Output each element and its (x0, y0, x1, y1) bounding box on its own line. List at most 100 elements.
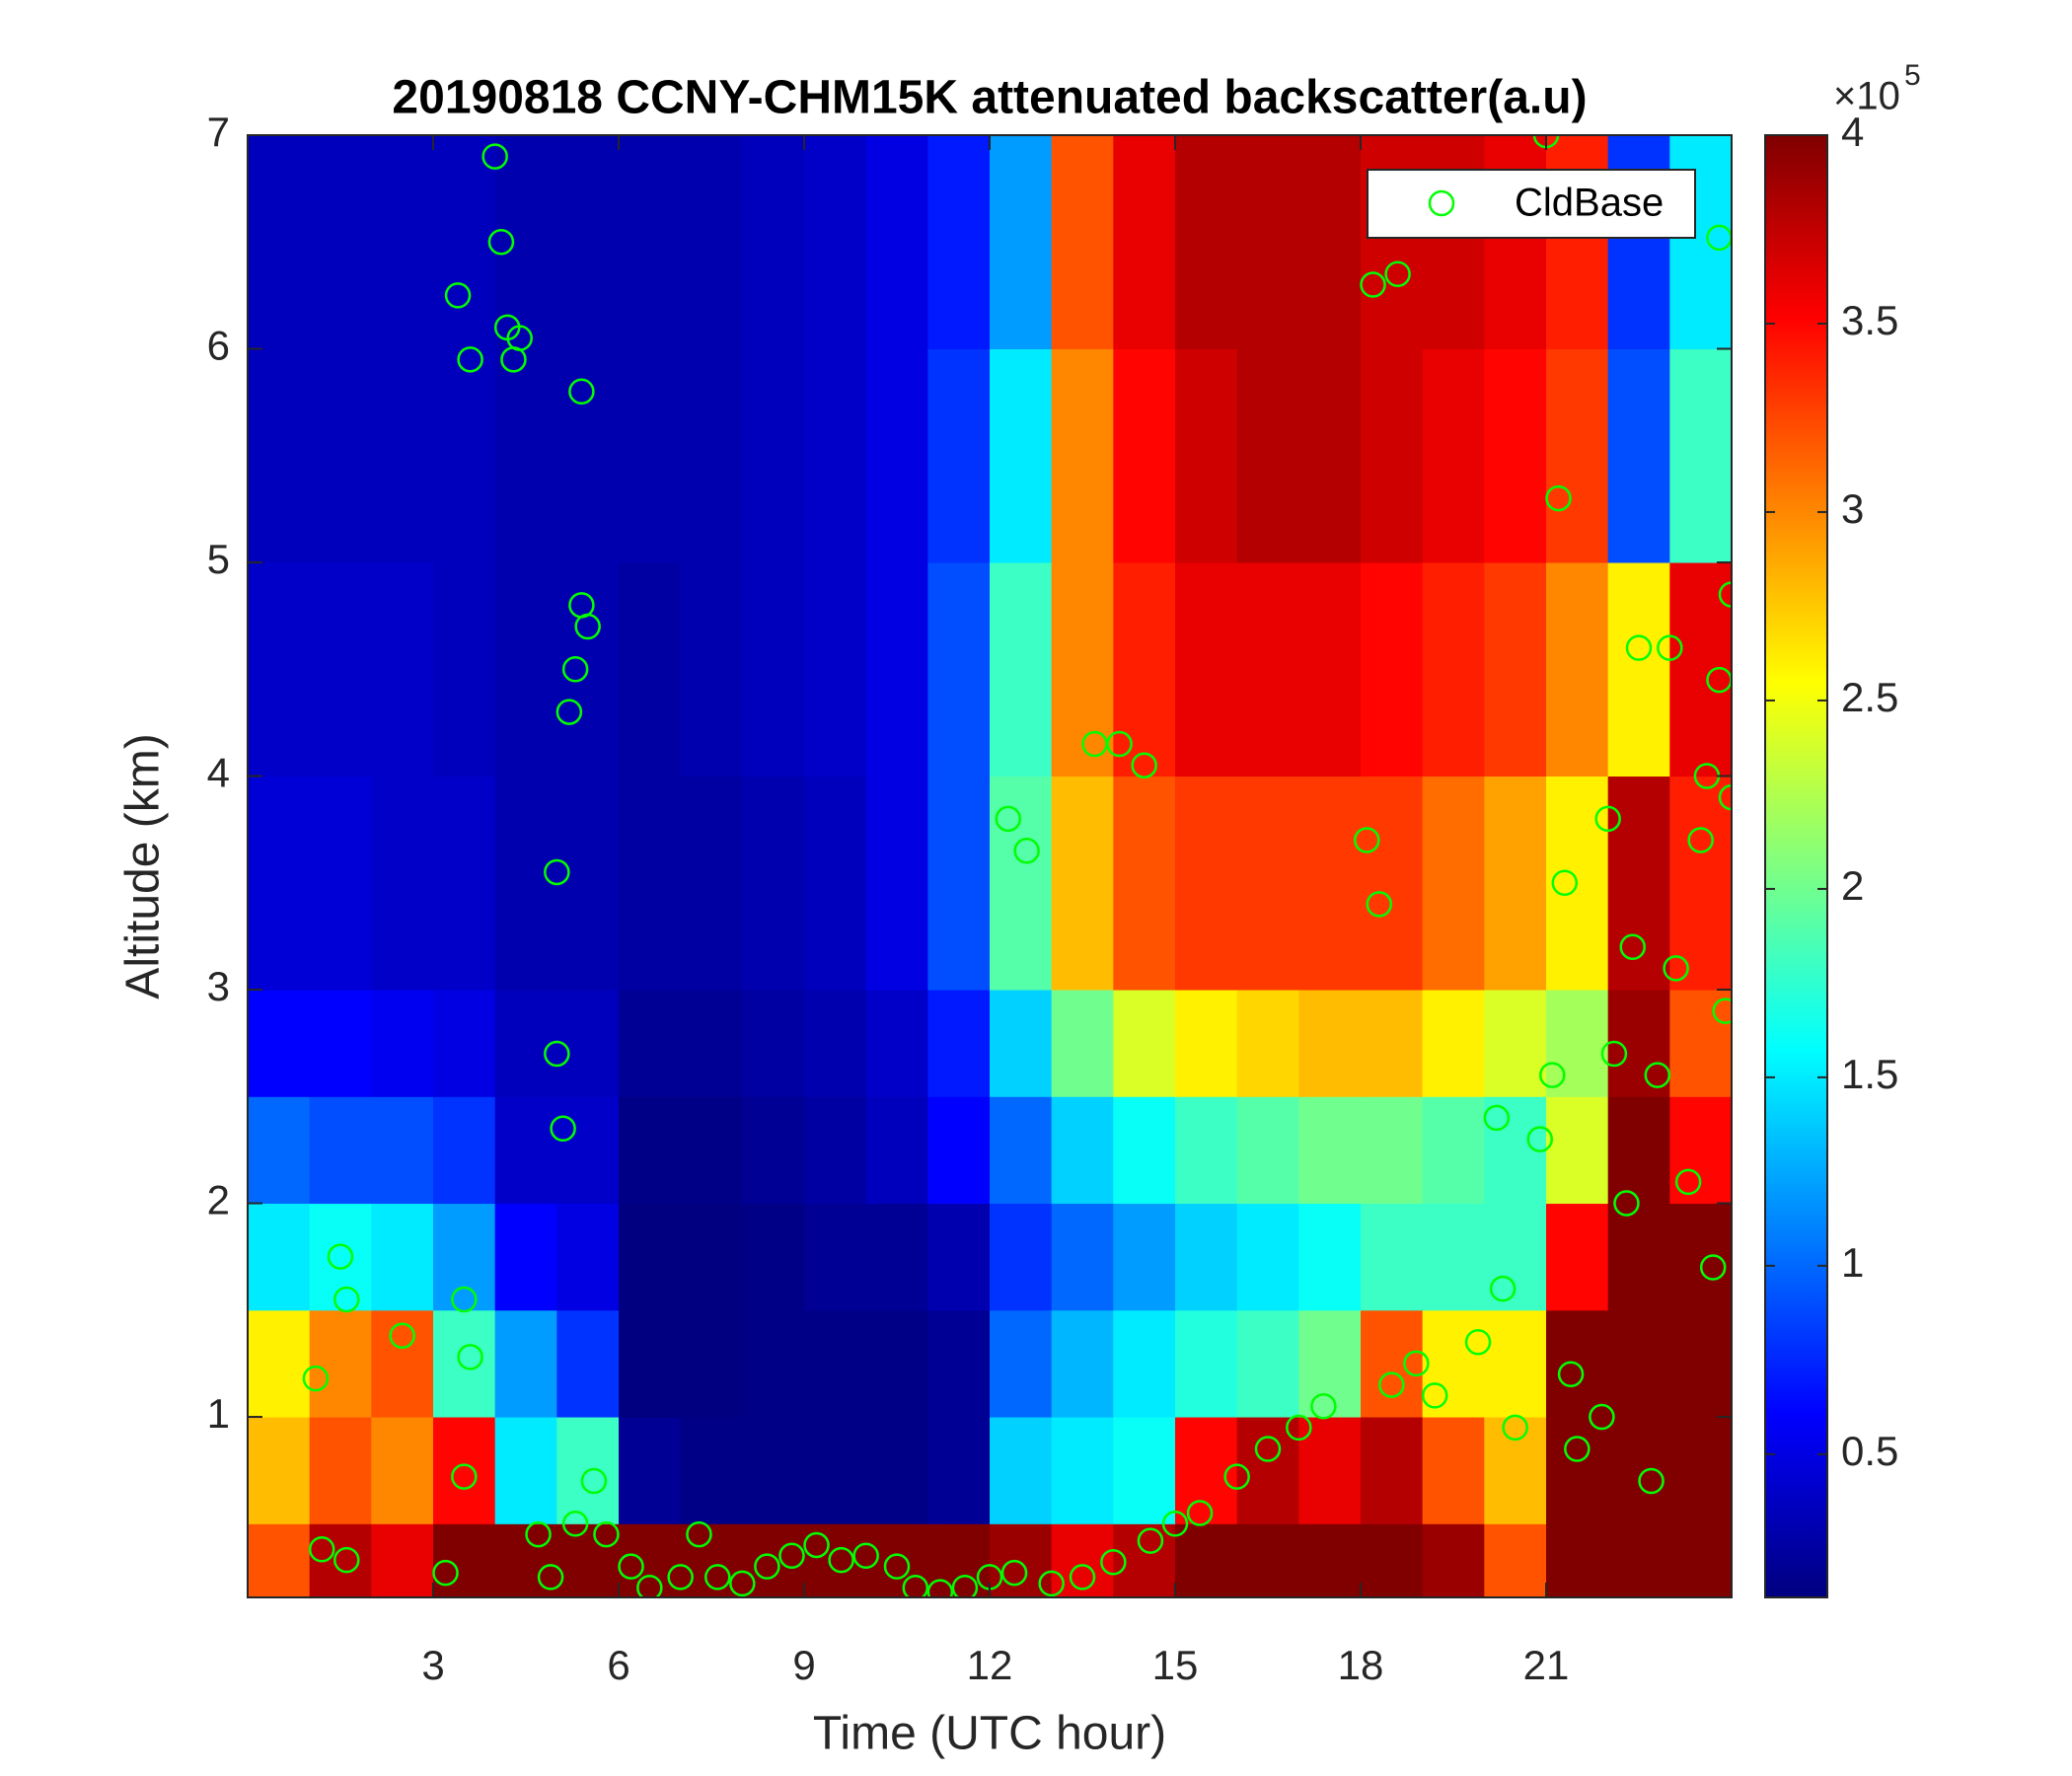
heat-cell (248, 990, 311, 1097)
heat-cell (1361, 1309, 1424, 1418)
heat-cell (309, 135, 372, 350)
heat-cell (990, 990, 1053, 1097)
heat-cell (927, 1309, 991, 1418)
heat-cell (309, 1096, 372, 1205)
heat-cell (1607, 1523, 1670, 1598)
heat-cell (865, 348, 928, 563)
heat-cell (990, 1203, 1053, 1311)
cloud-base-point (1663, 955, 1689, 982)
cloud-base-point (327, 1243, 354, 1270)
heat-cell (309, 990, 372, 1097)
y-tick-label: 1 (207, 1390, 230, 1437)
legend-box (1367, 169, 1696, 239)
heat-cell (742, 348, 805, 563)
heat-cell (680, 1417, 743, 1524)
heat-cell (1236, 776, 1299, 991)
heat-cell (1236, 135, 1299, 350)
cloud-base-point (1619, 933, 1646, 960)
cloud-base-point (1644, 1062, 1671, 1088)
cloud-base-point (754, 1553, 780, 1580)
heat-cell (865, 1203, 928, 1311)
heat-cell (494, 1096, 557, 1205)
heat-cell (865, 1309, 928, 1418)
heat-cell (680, 348, 743, 563)
heat-cell (1051, 776, 1114, 991)
y-tick-label: 7 (207, 109, 230, 155)
heat-cell (371, 348, 434, 563)
cloud-base-point (618, 1553, 644, 1580)
cloud-base-point (1557, 1361, 1585, 1387)
heat-cell (1175, 1096, 1238, 1205)
heat-cell (1113, 562, 1176, 777)
cloud-base-point (561, 656, 589, 683)
y-axis-label: Altitude (km) (117, 733, 170, 999)
heat-cell (248, 1203, 311, 1311)
heat-cell (1051, 1309, 1114, 1418)
cloud-base-point (1718, 581, 1732, 608)
heat-cell (990, 1417, 1053, 1524)
y-tick-label: 6 (207, 323, 230, 369)
colorbar-tick-label: 2 (1841, 862, 1864, 909)
heat-cell (804, 1417, 867, 1524)
heat-cell (1175, 1309, 1238, 1418)
cloud-base-point (302, 1365, 330, 1392)
heat-cell (1175, 990, 1238, 1097)
heat-cell (1546, 1096, 1609, 1205)
heat-cell (865, 1096, 928, 1205)
heat-cell (248, 1096, 311, 1205)
heat-cell (742, 562, 805, 777)
cloud-base-point (444, 282, 472, 309)
heat-cell (1361, 1523, 1424, 1598)
heat-cell (1484, 776, 1547, 991)
x-tick-label: 12 (967, 1642, 1013, 1688)
heat-cell (680, 1096, 743, 1205)
heat-cell (865, 990, 928, 1097)
cloud-base-point (926, 1579, 954, 1597)
heatmap (248, 135, 1733, 1598)
heat-cell (1236, 1203, 1299, 1311)
heat-cell (1113, 776, 1176, 991)
x-tick-label: 18 (1338, 1642, 1384, 1688)
cloud-base-point (1551, 869, 1579, 897)
heat-cell (1607, 135, 1670, 350)
heat-cell (865, 776, 928, 991)
cloud-base-point (1594, 805, 1621, 833)
heat-cell (556, 990, 620, 1097)
heat-cell (556, 1523, 620, 1598)
heat-cell (1361, 562, 1424, 777)
cloud-base-point (550, 1115, 576, 1143)
colorbar-tick-label: 1 (1841, 1239, 1864, 1286)
heat-cell (1051, 1417, 1114, 1524)
cloud-base-point (1526, 1126, 1553, 1152)
heat-cell (619, 135, 682, 350)
heat-cell (990, 1523, 1053, 1598)
cloud-base-point (1286, 1414, 1312, 1442)
heat-cell (433, 1096, 496, 1205)
heat-cell (990, 562, 1053, 777)
cloud-base-point (1131, 752, 1157, 778)
heat-cell (248, 1523, 311, 1598)
heat-cell (804, 1203, 867, 1311)
cloud-base-point (1699, 1254, 1727, 1281)
heat-cell (927, 1096, 991, 1205)
cloud-base-point (1489, 1275, 1517, 1302)
heat-cell (1422, 1096, 1485, 1205)
cloud-base-point (1718, 783, 1732, 811)
heat-cell (680, 1309, 743, 1418)
colorbar-tick-label: 3.5 (1841, 297, 1898, 343)
heat-cell (1113, 1203, 1176, 1311)
heat-cell (1484, 1523, 1547, 1598)
heat-cell (1546, 562, 1609, 777)
legend-label: CldBase (1515, 182, 1664, 225)
cloud-base-point (561, 1511, 589, 1537)
scatter-layer (302, 135, 1732, 1597)
cloud-base-point (902, 1575, 929, 1597)
heat-cell (494, 348, 557, 563)
cloud-base-point (1421, 1382, 1448, 1409)
heat-cell (1175, 776, 1238, 991)
heat-cell (1422, 1523, 1485, 1598)
heat-cell (1298, 1203, 1362, 1311)
cloud-base-point (1186, 1500, 1214, 1526)
heat-cell (680, 135, 743, 350)
